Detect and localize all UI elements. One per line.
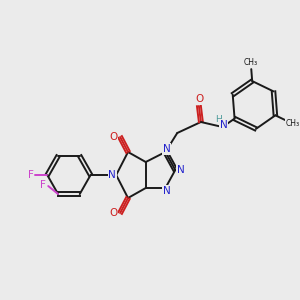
Text: F: F bbox=[40, 180, 46, 190]
Text: N: N bbox=[220, 120, 227, 130]
Text: O: O bbox=[109, 208, 117, 218]
Text: CH₃: CH₃ bbox=[244, 58, 258, 67]
Text: F: F bbox=[28, 170, 34, 180]
Text: N: N bbox=[177, 165, 185, 175]
Text: O: O bbox=[109, 132, 117, 142]
Text: N: N bbox=[163, 186, 170, 196]
Text: N: N bbox=[108, 170, 116, 180]
Text: H: H bbox=[215, 115, 222, 124]
Text: O: O bbox=[196, 94, 204, 104]
Text: N: N bbox=[163, 144, 170, 154]
Text: CH₃: CH₃ bbox=[285, 119, 299, 128]
